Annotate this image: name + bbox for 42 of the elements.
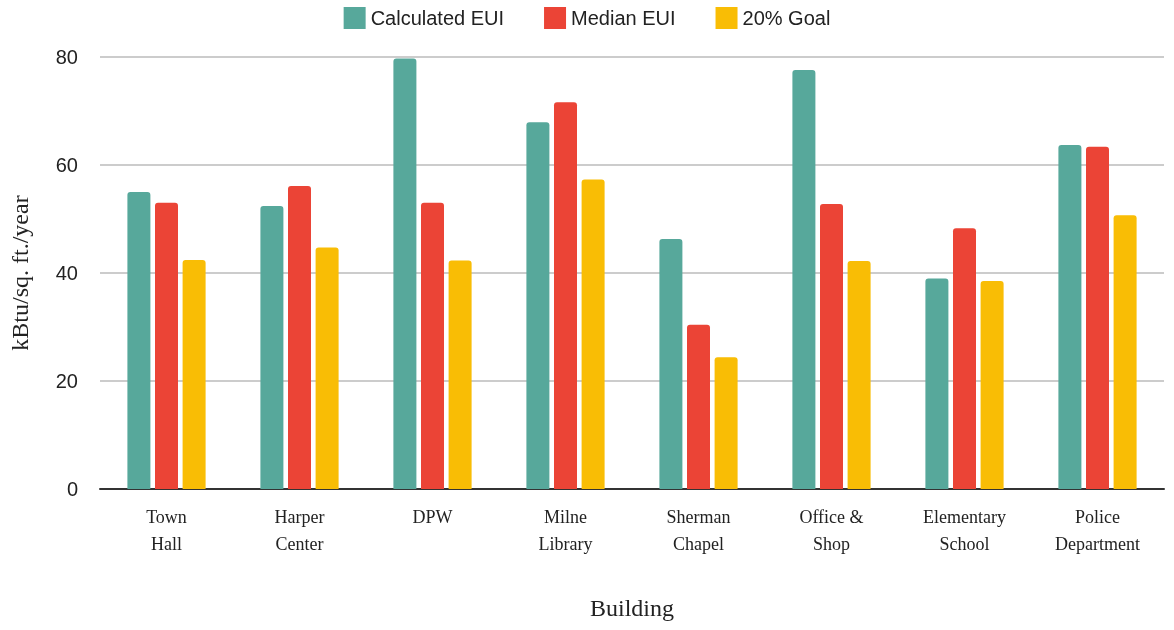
- bar: [820, 203, 843, 489]
- bar: [421, 202, 444, 489]
- y-tick-label: 20: [55, 370, 78, 392]
- bar: [554, 102, 577, 489]
- bar: [288, 186, 311, 489]
- bar: [182, 260, 206, 489]
- x-tick-label: Harper Center: [274, 506, 325, 554]
- x-tick-label: Police Department: [1055, 506, 1140, 554]
- bar: [393, 58, 417, 489]
- y-tick-label: 0: [66, 478, 78, 500]
- y-axis-title: kBtu/sq. ft./year: [7, 195, 33, 351]
- x-tick-label: Milne Library: [538, 506, 593, 554]
- bar: [1058, 145, 1082, 489]
- x-axis-title: Building: [589, 595, 675, 621]
- bar: [526, 122, 550, 489]
- bar: [659, 238, 683, 489]
- bar: [260, 206, 284, 489]
- bar: [315, 247, 339, 489]
- bar: [155, 202, 178, 489]
- x-tick-label: Sherman Chapel: [666, 506, 731, 554]
- bar: [581, 179, 605, 489]
- bar: [980, 281, 1004, 489]
- bar: [127, 192, 151, 489]
- x-tick-label: Town Hall: [146, 506, 187, 554]
- bar: [1086, 146, 1109, 489]
- legend-label: Median EUI: [571, 7, 676, 29]
- bar: [1113, 215, 1137, 489]
- bar: [925, 278, 949, 489]
- bar: [792, 69, 816, 489]
- y-tick-label: 60: [55, 154, 78, 176]
- bar: [687, 324, 710, 489]
- bar: [714, 357, 738, 489]
- y-tick-label: 40: [55, 262, 78, 284]
- bar: [953, 228, 976, 489]
- bar: [847, 261, 871, 489]
- bar: [448, 260, 472, 489]
- x-tick-label: Elementary School: [923, 506, 1006, 554]
- legend-label: 20% Goal: [742, 7, 831, 29]
- x-tick-label: Office & Shop: [799, 506, 864, 554]
- legend-label: Calculated EUI: [370, 7, 505, 29]
- y-tick-label: 80: [55, 46, 78, 68]
- x-tick-label: DPW: [412, 506, 453, 527]
